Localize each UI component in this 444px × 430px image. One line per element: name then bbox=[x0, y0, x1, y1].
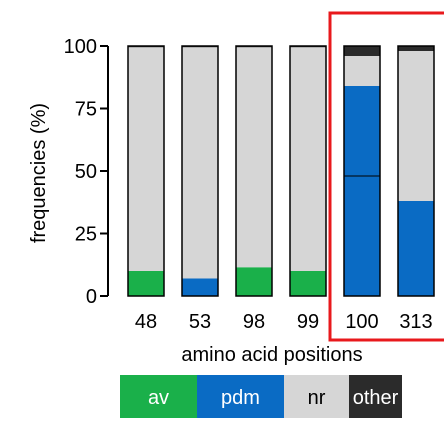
bar-48 bbox=[127, 45, 165, 297]
y-tick-label-75: 75 bbox=[75, 99, 97, 121]
legend-label-nr: nr bbox=[308, 387, 326, 409]
legend-label-av: av bbox=[148, 387, 169, 409]
bar-100 bbox=[343, 45, 381, 297]
legend-swatch-pdm bbox=[197, 375, 284, 418]
bar-99 bbox=[289, 45, 327, 297]
bar-98 bbox=[235, 45, 273, 297]
x-tick-label-99: 99 bbox=[297, 311, 319, 333]
highlight-box bbox=[328, 11, 444, 342]
bar-segment-nr-48 bbox=[128, 47, 164, 271]
bar-outline-100 bbox=[343, 45, 381, 297]
legend-swatch-other bbox=[349, 375, 402, 418]
bar-segment-other-313 bbox=[398, 46, 434, 51]
bar-outline-98 bbox=[235, 45, 273, 297]
bar-segment-nr-53 bbox=[182, 47, 218, 279]
bar-segment-nr-100 bbox=[344, 56, 380, 86]
y-tick-label-100: 100 bbox=[64, 36, 97, 58]
bar-segment-other-100 bbox=[344, 46, 380, 56]
bar-segment-av-98 bbox=[236, 267, 272, 296]
x-tick-label-98: 98 bbox=[243, 311, 265, 333]
bar-outline-53 bbox=[181, 45, 219, 297]
y-axis: 0 25 50 75 100 bbox=[64, 36, 109, 308]
x-tick-label-48: 48 bbox=[135, 311, 157, 333]
y-tick-label-25: 25 bbox=[75, 224, 97, 246]
x-axis-title: amino acid positions bbox=[181, 344, 362, 366]
legend-label-other: other bbox=[353, 387, 399, 409]
y-tick-label-50: 50 bbox=[75, 161, 97, 183]
legend: av pdm nr other bbox=[120, 375, 402, 418]
bar-segment-nr-313 bbox=[398, 51, 434, 201]
bar-313 bbox=[397, 45, 435, 297]
x-tick-label-53: 53 bbox=[189, 311, 211, 333]
legend-swatch-nr bbox=[284, 375, 349, 418]
x-tick-label-100: 100 bbox=[345, 311, 378, 333]
legend-label-pdm: pdm bbox=[221, 387, 260, 409]
bar-segment-pdm-53 bbox=[182, 278, 218, 296]
bar-segment-av-99 bbox=[290, 271, 326, 296]
bar-segment-av-48 bbox=[128, 271, 164, 296]
bar-segment-pdm-313 bbox=[398, 201, 434, 296]
legend-swatch-av bbox=[120, 375, 197, 418]
bar-outline-313 bbox=[397, 45, 435, 297]
bar-segment-nr-99 bbox=[290, 47, 326, 271]
x-tick-label-313: 313 bbox=[399, 311, 432, 333]
bar-53 bbox=[181, 45, 219, 297]
bar-segment-pdm-100 bbox=[344, 86, 380, 296]
y-axis-title: frequencies (%) bbox=[28, 103, 50, 243]
y-tick-label-0: 0 bbox=[86, 286, 97, 308]
bar-outline-99 bbox=[289, 45, 327, 297]
x-axis-tick-labels: 48 53 98 99 100 313 bbox=[135, 311, 433, 333]
bar-outline-48 bbox=[127, 45, 165, 297]
bar-segment-nr-98 bbox=[236, 47, 272, 268]
bars-layer bbox=[127, 45, 435, 297]
